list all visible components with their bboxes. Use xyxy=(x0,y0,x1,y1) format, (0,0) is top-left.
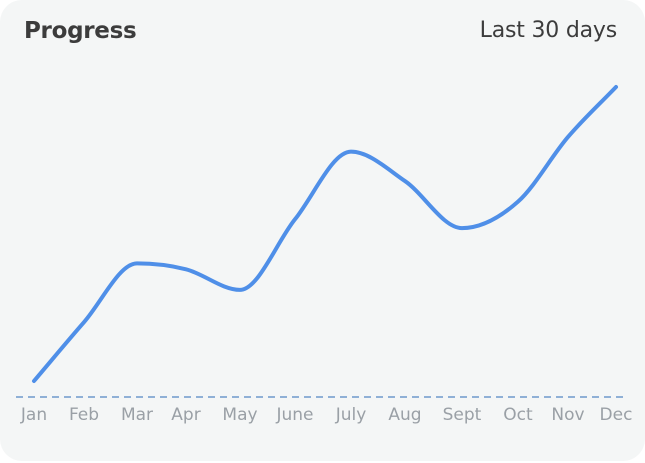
x-tick-label: Aug xyxy=(388,405,421,425)
x-tick-label: Apr xyxy=(171,405,200,425)
x-tick-label: June xyxy=(275,405,313,425)
series-line xyxy=(32,85,618,383)
x-tick-label: Sept xyxy=(443,405,482,425)
chart-title: Progress xyxy=(24,18,137,44)
x-tick-label: Nov xyxy=(551,405,584,425)
x-tick-label: May xyxy=(222,405,257,425)
x-tick-label: Dec xyxy=(600,405,633,425)
x-tick-label: Feb xyxy=(69,405,99,425)
x-tick-label: Mar xyxy=(121,405,153,425)
x-tick-label: Jan xyxy=(20,405,47,425)
x-tick-label: July xyxy=(335,405,367,425)
x-tick-label: Oct xyxy=(503,405,533,425)
range-selector[interactable]: Last 30 days xyxy=(479,18,618,43)
x-tick-labels: Jan Feb Mar Apr May June July Aug Sept Oct Nov Dec xyxy=(20,405,633,425)
